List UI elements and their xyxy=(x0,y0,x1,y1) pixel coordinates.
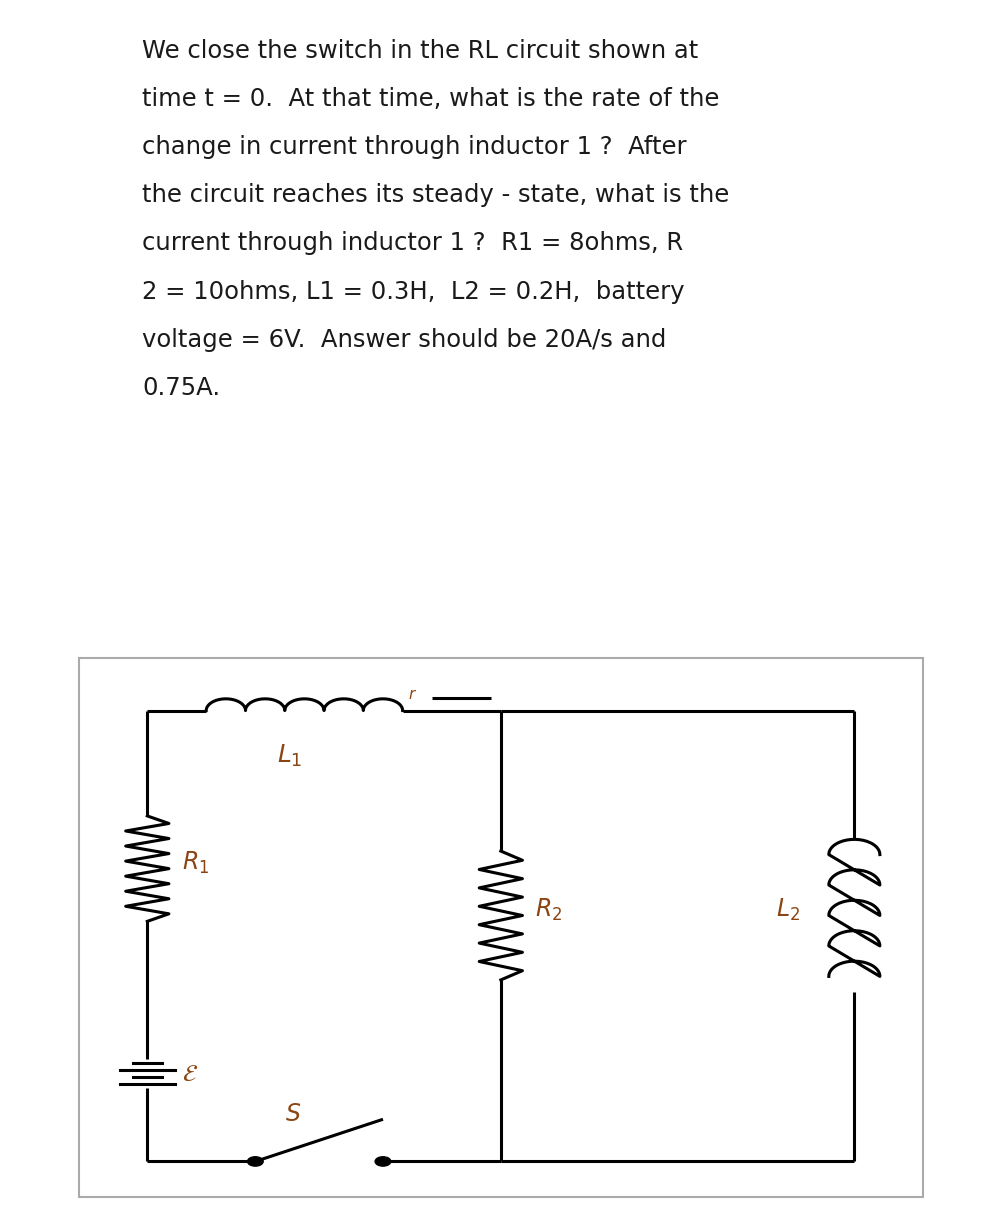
Circle shape xyxy=(375,1157,391,1166)
Text: voltage = 6V.  Answer should be 20A/s and: voltage = 6V. Answer should be 20A/s and xyxy=(142,328,667,351)
Text: time t = 0.  At that time, what is the rate of the: time t = 0. At that time, what is the ra… xyxy=(142,87,720,111)
Text: $R_2$: $R_2$ xyxy=(535,897,563,922)
Text: 2 = 10ohms, L1 = 0.3H,  L2 = 0.2H,  battery: 2 = 10ohms, L1 = 0.3H, L2 = 0.2H, batter… xyxy=(142,279,685,304)
Text: change in current through inductor 1 ?  After: change in current through inductor 1 ? A… xyxy=(142,135,687,159)
Circle shape xyxy=(247,1157,263,1166)
Text: the circuit reaches its steady - state, what is the: the circuit reaches its steady - state, … xyxy=(142,183,730,207)
Text: $L_2$: $L_2$ xyxy=(777,897,800,922)
Text: 0.75A.: 0.75A. xyxy=(142,376,221,400)
Bar xyxy=(79,658,923,1197)
Text: $\mathcal{E}$: $\mathcal{E}$ xyxy=(182,1061,197,1086)
Text: We close the switch in the RL circuit shown at: We close the switch in the RL circuit sh… xyxy=(142,39,698,63)
Text: $L_1$: $L_1$ xyxy=(277,743,302,769)
Text: $S$: $S$ xyxy=(285,1103,300,1126)
Text: current through inductor 1 ?  R1 = 8ohms, R: current through inductor 1 ? R1 = 8ohms,… xyxy=(142,232,683,255)
Text: $r$: $r$ xyxy=(408,687,416,701)
Text: $R_1$: $R_1$ xyxy=(182,849,209,876)
